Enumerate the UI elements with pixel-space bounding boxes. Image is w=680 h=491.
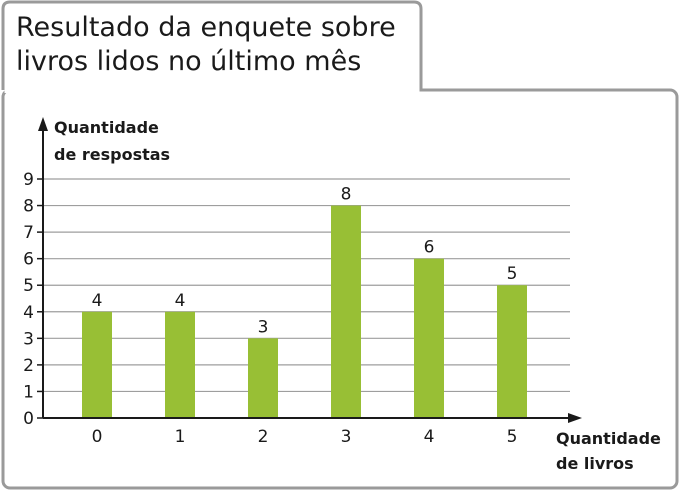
- y-axis-arrow: [38, 117, 48, 131]
- x-tick-label: 5: [507, 427, 518, 447]
- y-tick-label: 9: [23, 170, 34, 190]
- data-labels: 4 4 3 8 6 5: [92, 185, 518, 338]
- x-tick-label: 2: [258, 427, 269, 447]
- bar: [248, 338, 278, 418]
- x-axis-title-line-1: Quantidade: [556, 429, 661, 448]
- y-axis-title-line-2: de respostas: [54, 145, 170, 164]
- x-tick-label: 0: [92, 427, 103, 447]
- y-axis-title-line-1: Quantidade: [54, 118, 159, 137]
- data-label: 4: [175, 291, 186, 311]
- bar: [497, 285, 527, 418]
- chart-title-line-2: livros lidos no último mês: [16, 46, 361, 77]
- data-label: 5: [507, 264, 518, 284]
- y-tick-label: 8: [23, 197, 34, 217]
- y-tick-label: 4: [23, 303, 34, 323]
- x-axis-title-line-2: de livros: [556, 454, 634, 473]
- chart-title-line-1: Resultado da enquete sobre: [16, 12, 396, 43]
- y-tick-label: 6: [23, 250, 34, 270]
- y-tick-labels: 0 1 2 3 4 5 6 7 8 9: [23, 170, 34, 429]
- y-tick-label: 7: [23, 223, 34, 243]
- data-label: 8: [341, 185, 352, 205]
- data-label: 6: [424, 238, 435, 258]
- bar: [331, 205, 361, 418]
- bars: [82, 205, 527, 418]
- x-tick-label: 4: [424, 427, 435, 447]
- data-label: 4: [92, 291, 103, 311]
- y-tick-label: 3: [23, 329, 34, 349]
- x-tick-label: 3: [341, 427, 352, 447]
- y-tick-label: 5: [23, 276, 34, 296]
- bar: [414, 258, 444, 418]
- bar: [82, 311, 112, 418]
- data-label: 3: [258, 317, 269, 337]
- y-tick-label: 1: [23, 382, 34, 402]
- x-axis-arrow: [568, 413, 582, 423]
- bar: [165, 311, 195, 418]
- y-tick-label: 2: [23, 356, 34, 376]
- gridlines: [37, 178, 570, 419]
- x-tick-label: 1: [175, 427, 186, 447]
- panel-frame: [1, 0, 423, 90]
- y-tick-label: 0: [23, 409, 34, 429]
- x-tick-labels: 0 1 2 3 4 5: [92, 427, 518, 447]
